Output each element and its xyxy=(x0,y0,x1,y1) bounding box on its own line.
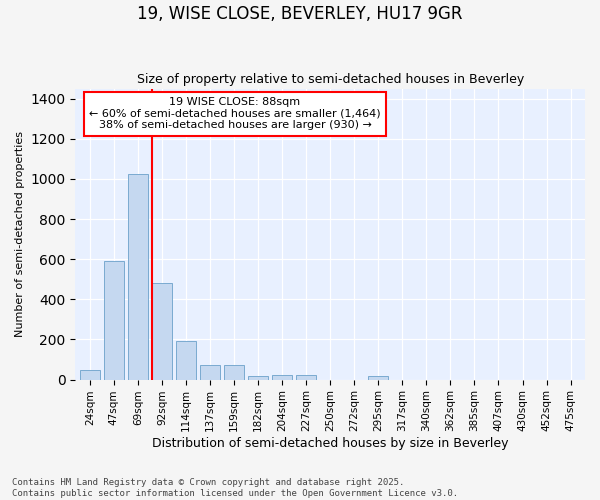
Bar xyxy=(200,364,220,380)
X-axis label: Distribution of semi-detached houses by size in Beverley: Distribution of semi-detached houses by … xyxy=(152,437,508,450)
Bar xyxy=(296,375,316,380)
Bar xyxy=(368,376,388,380)
Y-axis label: Number of semi-detached properties: Number of semi-detached properties xyxy=(15,131,25,337)
Text: Contains HM Land Registry data © Crown copyright and database right 2025.
Contai: Contains HM Land Registry data © Crown c… xyxy=(12,478,458,498)
Bar xyxy=(104,261,124,380)
Bar xyxy=(224,364,244,380)
Bar xyxy=(272,375,292,380)
Title: Size of property relative to semi-detached houses in Beverley: Size of property relative to semi-detach… xyxy=(137,73,524,86)
Text: 19 WISE CLOSE: 88sqm
← 60% of semi-detached houses are smaller (1,464)
38% of se: 19 WISE CLOSE: 88sqm ← 60% of semi-detac… xyxy=(89,98,381,130)
Bar xyxy=(80,370,100,380)
Bar xyxy=(176,342,196,380)
Bar xyxy=(248,376,268,380)
Bar xyxy=(128,174,148,380)
Bar xyxy=(152,284,172,380)
Text: 19, WISE CLOSE, BEVERLEY, HU17 9GR: 19, WISE CLOSE, BEVERLEY, HU17 9GR xyxy=(137,5,463,23)
